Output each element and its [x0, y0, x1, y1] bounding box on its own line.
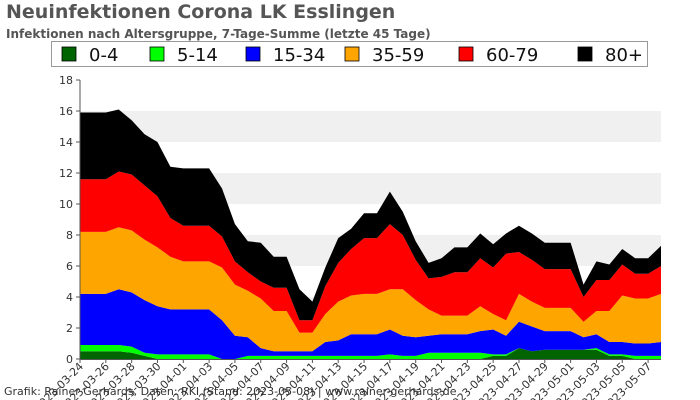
legend-swatch-0-4	[61, 46, 77, 62]
y-tick-label: 2	[66, 322, 73, 335]
legend-label-5-14: 5-14	[177, 45, 218, 66]
y-tick-label: 10	[59, 198, 73, 211]
series-area-60-79	[80, 171, 661, 333]
legend-label-80+: 80+	[605, 45, 643, 66]
y-tick-label: 18	[59, 74, 73, 87]
legend-swatch-15-34	[245, 46, 261, 62]
y-tick-label: 8	[66, 229, 73, 242]
series-area-35-59	[80, 227, 661, 352]
legend-swatch-80+	[577, 46, 593, 62]
series-area-0-4	[80, 348, 661, 359]
legend-label-60-79: 60-79	[486, 45, 538, 66]
legend-label-35-59: 35-59	[372, 45, 424, 66]
series-area-80+	[80, 109, 661, 321]
y-tick-label: 12	[59, 167, 73, 180]
y-tick-label: 6	[66, 260, 73, 273]
series-area-15-34	[80, 289, 661, 359]
grid-band	[80, 111, 661, 142]
y-tick-label: 4	[66, 291, 73, 304]
legend-label-0-4: 0-4	[89, 45, 118, 66]
y-tick-label: 0	[66, 353, 73, 366]
footer-credit: Grafik: Rainer Gerhards, Daten: RKI (Sta…	[4, 385, 457, 398]
legend-swatch-5-14	[149, 46, 165, 62]
chart-subtitle: Infektionen nach Altersgruppe, 7-Tage-Su…	[6, 27, 431, 41]
y-tick-label: 16	[59, 105, 73, 118]
legend-swatch-60-79	[458, 46, 474, 62]
legend-swatch-35-59	[344, 46, 360, 62]
chart-title: Neuinfektionen Corona LK Esslingen	[6, 1, 396, 23]
y-tick-label: 14	[59, 136, 73, 149]
series-area-5-14	[80, 345, 661, 359]
legend-label-15-34: 15-34	[273, 45, 325, 66]
